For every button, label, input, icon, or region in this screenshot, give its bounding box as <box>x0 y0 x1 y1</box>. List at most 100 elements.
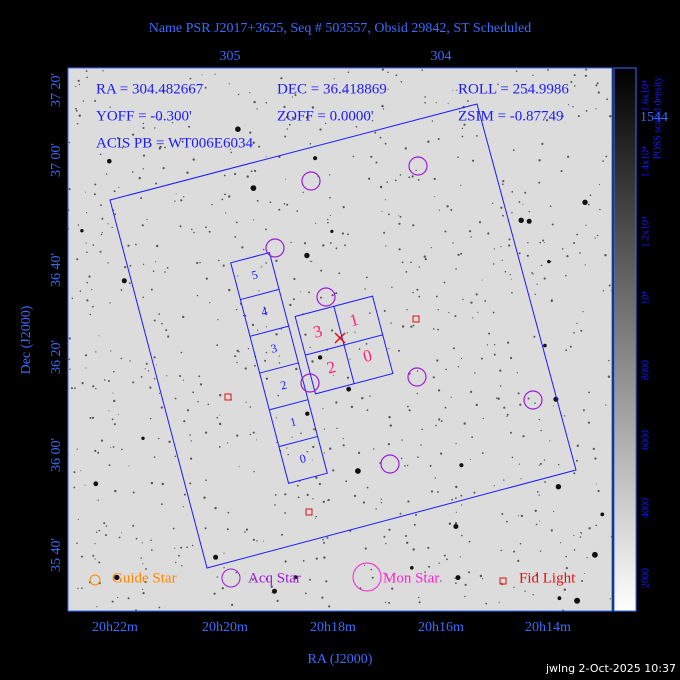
star <box>459 463 464 468</box>
star <box>196 261 199 265</box>
star <box>358 451 361 454</box>
star <box>142 296 145 299</box>
star <box>293 575 298 580</box>
star <box>452 89 454 91</box>
star <box>381 104 384 108</box>
star <box>227 442 229 444</box>
star <box>234 355 237 358</box>
star <box>265 228 267 231</box>
star <box>343 91 345 93</box>
legend-label: Guide Star <box>112 570 177 586</box>
star <box>189 482 192 485</box>
star <box>427 546 430 549</box>
star <box>312 498 314 500</box>
star <box>589 194 592 196</box>
star <box>265 351 268 354</box>
star <box>580 531 582 534</box>
star <box>264 307 266 310</box>
star <box>598 183 601 186</box>
legend-symbol <box>89 574 101 586</box>
star <box>424 96 426 98</box>
star <box>152 270 155 273</box>
star <box>520 514 524 518</box>
star <box>209 302 211 304</box>
star <box>222 264 225 267</box>
star <box>440 452 443 455</box>
star <box>237 275 239 277</box>
star <box>526 218 532 224</box>
star <box>504 270 507 273</box>
star <box>252 538 255 541</box>
legend-symbol <box>221 568 241 588</box>
star <box>204 527 207 530</box>
star <box>71 297 74 300</box>
star <box>511 190 514 193</box>
star <box>493 353 496 356</box>
star <box>457 366 460 368</box>
star <box>429 464 432 467</box>
star <box>154 127 156 129</box>
star <box>211 203 213 206</box>
star <box>415 513 417 516</box>
star <box>412 224 415 227</box>
star <box>93 481 99 487</box>
star <box>400 457 403 460</box>
star <box>332 469 335 472</box>
star <box>588 527 591 530</box>
star <box>84 367 86 369</box>
star <box>179 225 182 228</box>
star <box>162 167 165 170</box>
star <box>352 155 355 158</box>
star <box>405 535 407 537</box>
star <box>540 264 543 267</box>
star <box>296 210 299 212</box>
star <box>231 603 234 607</box>
star <box>473 491 476 494</box>
star <box>605 404 607 406</box>
star <box>127 597 130 600</box>
star <box>124 266 127 269</box>
star <box>455 497 457 499</box>
info-yoff: YOFF = -0.300' <box>96 108 192 124</box>
star <box>387 88 389 90</box>
star <box>261 265 263 267</box>
star <box>427 140 430 143</box>
star <box>420 444 422 446</box>
star <box>470 236 472 238</box>
chip-label: 1 <box>288 414 297 429</box>
star <box>326 536 329 539</box>
star <box>286 203 289 206</box>
star <box>362 501 365 504</box>
star <box>517 515 520 517</box>
star <box>411 175 414 178</box>
star <box>475 293 478 296</box>
star <box>438 389 441 392</box>
star <box>253 100 256 104</box>
star <box>532 74 534 77</box>
star <box>153 378 156 380</box>
star <box>461 135 464 138</box>
star <box>421 69 424 71</box>
star <box>294 94 297 97</box>
star <box>538 464 540 466</box>
star <box>342 437 344 440</box>
star <box>401 325 405 328</box>
legend-symbol <box>499 577 507 585</box>
star <box>358 348 361 350</box>
star <box>467 100 469 102</box>
star <box>482 417 484 420</box>
star <box>400 81 403 83</box>
star <box>471 436 473 439</box>
star <box>75 85 77 88</box>
star <box>549 440 551 442</box>
star <box>285 116 288 119</box>
star <box>464 583 467 586</box>
star <box>446 558 448 561</box>
star <box>551 223 554 226</box>
star <box>182 506 184 508</box>
star <box>543 277 546 280</box>
star <box>433 177 436 180</box>
star <box>275 259 278 262</box>
star <box>192 391 195 394</box>
title: Name PSR J2017+3625, Seq # 503557, Obsid… <box>149 21 532 36</box>
